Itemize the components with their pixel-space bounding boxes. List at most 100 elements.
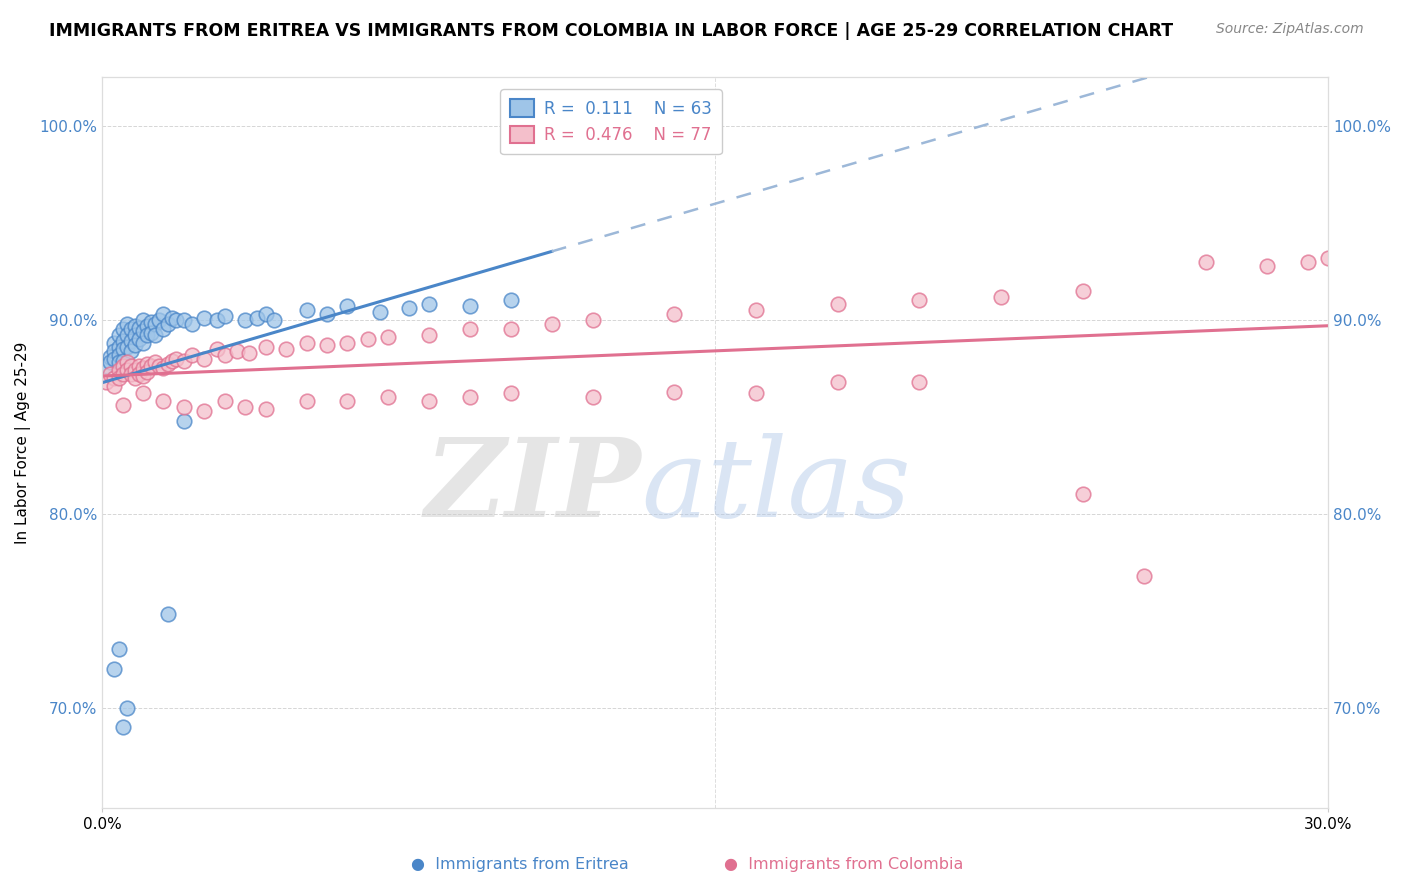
Point bbox=[148, 313, 170, 327]
Point bbox=[128, 367, 150, 381]
Point bbox=[152, 361, 174, 376]
Point bbox=[107, 355, 129, 369]
Point bbox=[128, 332, 150, 346]
Point bbox=[111, 342, 134, 356]
Point bbox=[103, 662, 125, 676]
Point bbox=[664, 384, 686, 399]
Point bbox=[120, 334, 142, 348]
Point bbox=[316, 307, 339, 321]
Point bbox=[120, 367, 142, 381]
Point bbox=[120, 359, 142, 374]
Point bbox=[173, 414, 195, 428]
Point bbox=[111, 367, 134, 381]
Point bbox=[115, 328, 138, 343]
Point bbox=[143, 328, 166, 343]
Point bbox=[990, 289, 1012, 303]
Point bbox=[124, 328, 146, 343]
Point bbox=[418, 297, 440, 311]
Point bbox=[128, 320, 150, 334]
Point bbox=[908, 375, 931, 389]
Point bbox=[1194, 254, 1216, 268]
Point bbox=[1317, 251, 1340, 265]
Text: ●  Immigrants from Eritrea: ● Immigrants from Eritrea bbox=[412, 857, 628, 872]
Point bbox=[664, 307, 686, 321]
Point bbox=[107, 363, 129, 377]
Point bbox=[238, 345, 260, 359]
Point bbox=[132, 336, 155, 351]
Point bbox=[274, 342, 297, 356]
Point bbox=[107, 371, 129, 385]
Point bbox=[173, 400, 195, 414]
Point bbox=[295, 394, 318, 409]
Point bbox=[98, 355, 121, 369]
Point bbox=[368, 305, 391, 319]
Point bbox=[120, 322, 142, 336]
Point bbox=[120, 343, 142, 358]
Point bbox=[103, 336, 125, 351]
Point bbox=[1296, 254, 1319, 268]
Legend: R =  0.111    N = 63, R =  0.476    N = 77: R = 0.111 N = 63, R = 0.476 N = 77 bbox=[501, 89, 721, 154]
Point bbox=[581, 313, 603, 327]
Point bbox=[132, 369, 155, 384]
Point bbox=[136, 318, 159, 333]
Text: IMMIGRANTS FROM ERITREA VS IMMIGRANTS FROM COLOMBIA IN LABOR FORCE | AGE 25-29 C: IMMIGRANTS FROM ERITREA VS IMMIGRANTS FR… bbox=[49, 22, 1174, 40]
Point bbox=[214, 394, 236, 409]
Point bbox=[132, 325, 155, 339]
Point bbox=[254, 307, 277, 321]
Point bbox=[103, 343, 125, 358]
Point bbox=[96, 359, 118, 374]
Point bbox=[193, 404, 215, 418]
Point bbox=[908, 293, 931, 308]
Point bbox=[107, 340, 129, 354]
Point bbox=[499, 386, 522, 401]
Point bbox=[132, 386, 155, 401]
Point bbox=[132, 313, 155, 327]
Point bbox=[115, 363, 138, 377]
Point bbox=[499, 322, 522, 336]
Point bbox=[1071, 487, 1094, 501]
Point bbox=[128, 359, 150, 374]
Point bbox=[295, 303, 318, 318]
Point bbox=[141, 315, 163, 329]
Point bbox=[173, 353, 195, 368]
Point bbox=[98, 367, 121, 381]
Point bbox=[115, 355, 138, 369]
Point bbox=[107, 348, 129, 362]
Point bbox=[214, 348, 236, 362]
Point bbox=[233, 400, 256, 414]
Point bbox=[111, 353, 134, 368]
Point bbox=[136, 328, 159, 343]
Point bbox=[263, 313, 285, 327]
Point bbox=[111, 334, 134, 348]
Point bbox=[398, 301, 420, 315]
Text: ●  Immigrants from Colombia: ● Immigrants from Colombia bbox=[724, 857, 963, 872]
Point bbox=[124, 318, 146, 333]
Point bbox=[136, 365, 159, 379]
Point bbox=[205, 313, 228, 327]
Point bbox=[111, 359, 134, 374]
Point bbox=[124, 338, 146, 352]
Point bbox=[336, 336, 359, 351]
Point bbox=[111, 720, 134, 734]
Point bbox=[226, 343, 249, 358]
Point bbox=[124, 371, 146, 385]
Point bbox=[193, 310, 215, 325]
Point bbox=[254, 401, 277, 416]
Point bbox=[124, 363, 146, 377]
Point bbox=[156, 607, 179, 622]
Point bbox=[377, 390, 399, 404]
Point bbox=[581, 390, 603, 404]
Point bbox=[132, 361, 155, 376]
Point bbox=[143, 317, 166, 331]
Point bbox=[1133, 568, 1156, 582]
Point bbox=[115, 700, 138, 714]
Point bbox=[103, 371, 125, 385]
Point bbox=[173, 313, 195, 327]
Point bbox=[295, 336, 318, 351]
Point bbox=[377, 330, 399, 344]
Point bbox=[148, 359, 170, 374]
Point bbox=[336, 299, 359, 313]
Point bbox=[165, 351, 187, 366]
Point bbox=[111, 322, 134, 336]
Text: ZIP: ZIP bbox=[425, 433, 641, 541]
